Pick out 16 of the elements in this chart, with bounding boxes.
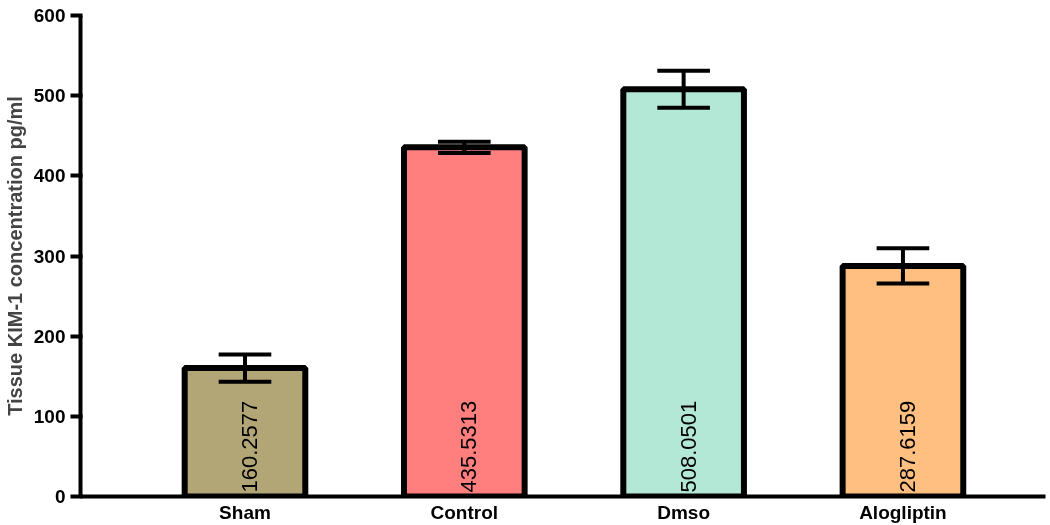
x-tick-label: Alogliptin <box>859 501 947 523</box>
y-tick-label: 300 <box>33 245 66 267</box>
x-tick-label: Control <box>430 501 499 523</box>
y-tick-label: 0 <box>54 486 66 507</box>
data-label: 287.6159 <box>894 400 920 493</box>
data-label: 508.0501 <box>675 400 701 493</box>
y-tick-label: 600 <box>33 5 66 26</box>
data-label: 160.2577 <box>236 400 262 493</box>
x-tick-label: Sham <box>219 501 271 523</box>
y-tick-label: 200 <box>33 325 66 347</box>
y-tick-label: 100 <box>33 405 66 427</box>
y-axis-title: Tissue KIM-1 concentration pg/ml <box>3 96 26 416</box>
y-tick-label: 400 <box>33 165 66 187</box>
data-label: 435.5313 <box>456 400 482 493</box>
x-tick-label: Dmso <box>657 501 711 523</box>
y-tick-label: 500 <box>33 85 66 107</box>
